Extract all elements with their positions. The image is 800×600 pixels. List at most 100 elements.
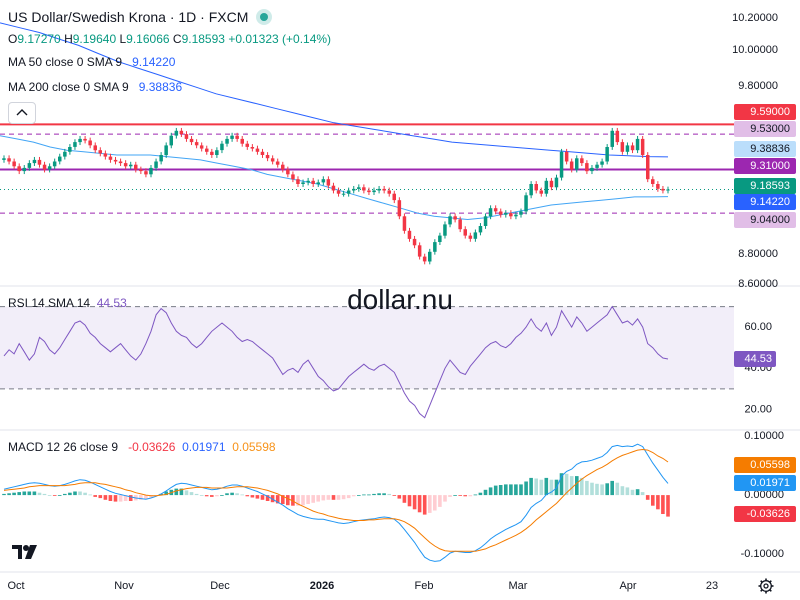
macd-histogram-bar [417,495,422,513]
candle [164,142,168,158]
macd-value-tag: -0.03626 [734,506,796,522]
candle [661,185,665,194]
ma50-legend[interactable]: MA 50 close 0 SMA 9 9.14220 [8,55,175,69]
candle-body [174,130,179,136]
candle [215,147,219,158]
candle [433,239,437,255]
candle [93,142,97,154]
candle [524,192,528,215]
candle [210,148,214,158]
macd-histogram-bar [544,477,549,496]
price-tag-label: 9.53000 [750,123,790,135]
change-value: +0.01323 (+0.14%) [228,32,332,46]
macd-histogram-bar [2,493,6,496]
candle [169,132,173,149]
macd-histogram-bar [605,483,609,496]
price-tag-label: 9.14220 [750,196,790,208]
candle [260,148,265,158]
macd-histogram-bar [433,495,437,511]
candle [179,127,184,137]
macd-histogram-bar [534,478,538,496]
candle-body [600,161,604,165]
macd-tag-label: 0.01971 [750,477,790,489]
candle-body [134,164,138,170]
candle-body [286,169,290,175]
macd-histogram-bar [118,495,123,502]
macd-histogram-bar [407,495,412,507]
candle [149,165,153,178]
rsi-legend[interactable]: RSI 14 SMA 14 44.53 [8,296,127,310]
candle [529,181,533,199]
macd-histogram-bar [412,495,417,510]
macd-histogram-bar [331,495,336,500]
macd-histogram-bar [519,484,523,496]
candle-body [220,143,224,151]
macd-histogram-bar [311,495,315,503]
candle-body [103,153,108,157]
candle [346,187,351,197]
candle [443,221,447,239]
candle [32,156,37,166]
candle [564,148,569,165]
high-value: 9.19640 [72,32,117,46]
macd-histogram-bar [620,486,625,496]
candle [392,190,396,204]
macd-histogram-bar [32,491,37,496]
gear-icon[interactable] [758,578,774,598]
candle [635,136,640,154]
candle [37,156,42,168]
candle-body [564,151,569,162]
candle-body [306,180,310,183]
rsi-axis-tick: 60.00 [744,321,772,333]
candle [296,176,300,187]
macd-histogram-bar [625,487,630,496]
candle-body [58,156,62,162]
rsi-tag-box [734,350,776,367]
candle [448,213,452,228]
candle-body [640,138,645,155]
candle-body [260,151,265,155]
candle [575,155,579,173]
candle [580,155,584,166]
candle-body [255,148,260,152]
candle [199,142,204,152]
ma200-legend[interactable]: MA 200 close 0 SMA 9 9.38836 [8,80,182,94]
tradingview-logo-icon[interactable] [10,540,38,562]
candle [230,132,234,142]
time-axis-tick: Oct [7,580,24,592]
macd-histogram-bar [377,493,381,496]
macd-value-signal: 0.05598 [232,440,276,454]
candle-body [651,179,655,184]
candle [123,160,128,170]
candles-layer [2,127,670,265]
macd-legend[interactable]: MACD 12 26 close 9 -0.03626 0.01971 0.05… [8,440,276,454]
candle-body [453,216,457,220]
price-tags-layer: 9.59000 9.53000 9.38836 9.31000 9.18593 9.142… [734,104,796,522]
high-label: H [64,32,73,46]
candle-body [331,185,336,191]
macd-histogram-bar [291,495,295,506]
candle [357,184,361,192]
candle [625,142,630,155]
candle [458,216,462,233]
macd-histogram-bar [346,495,351,499]
macd-histogram-bar [184,490,189,496]
price-tag-label: 9.18593 [750,180,790,192]
candle [159,152,163,165]
symbol-title[interactable]: US Dollar/Swedish Krona · 1D · FXCM [8,9,249,25]
macd-histogram-bar [590,482,594,496]
candle [336,187,341,197]
candle [98,147,102,157]
candle-body [625,145,630,152]
market-live-dot [260,13,269,21]
candle-body [473,232,478,239]
macd-value-line: 0.01971 [182,440,226,454]
candle [17,163,21,175]
macd-histogram-bar [12,492,16,496]
macd-histogram-bar [47,495,52,496]
collapse-legend-button[interactable] [8,102,36,124]
candle-body [504,213,508,215]
price-tag: 9.53000 [734,121,796,137]
candle-body [164,145,168,156]
